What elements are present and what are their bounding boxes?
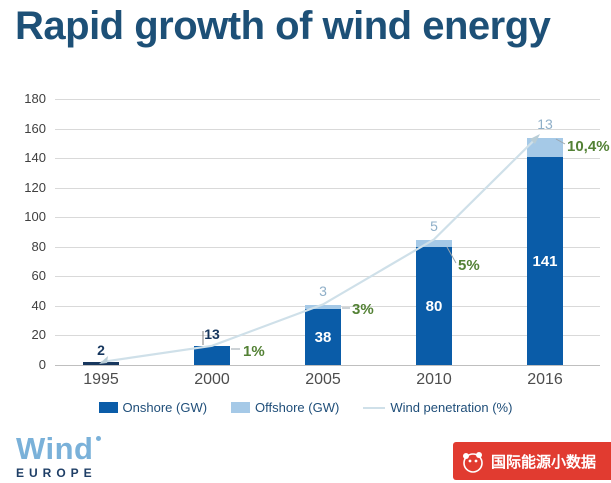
line-swatch-icon bbox=[363, 406, 386, 409]
bar-value-label-above: 13 bbox=[204, 326, 220, 342]
penetration-value-label: 5% bbox=[458, 257, 480, 274]
y-axis-tick-label: 160 bbox=[24, 121, 46, 136]
x-axis-tick-label: 2005 bbox=[305, 371, 341, 388]
x-axis-tick-label: 1995 bbox=[83, 371, 119, 388]
panda-logo-icon bbox=[463, 452, 483, 473]
y-axis-tick-label: 20 bbox=[31, 327, 46, 342]
y-axis-tick-label: 120 bbox=[24, 180, 46, 195]
offshore-swatch-icon bbox=[231, 402, 251, 413]
legend-label: Offshore (GW) bbox=[255, 400, 340, 415]
legend-item-penetration: Wind penetration (%) bbox=[363, 400, 512, 415]
bar-value-label: 80 bbox=[425, 297, 443, 315]
onshore-swatch-icon bbox=[98, 402, 118, 413]
x-axis-tick-label: 2016 bbox=[527, 371, 563, 388]
penetration-value-label: 10,4% bbox=[567, 138, 610, 155]
gridline bbox=[55, 247, 600, 248]
bar-value-label-above: 2 bbox=[97, 342, 105, 358]
y-axis-tick-label: 140 bbox=[24, 150, 46, 165]
bar-segment-onshore bbox=[194, 346, 230, 365]
gridline bbox=[55, 217, 600, 218]
gridline bbox=[55, 276, 600, 277]
bar-value-label: 141 bbox=[532, 252, 558, 270]
offshore-value-label: 3 bbox=[319, 283, 327, 299]
penetration-value-label: 1% bbox=[243, 343, 265, 360]
gridline bbox=[55, 129, 600, 130]
legend-item-onshore: Onshore (GW) bbox=[98, 400, 208, 415]
publisher-badge-text: 国际能源小数据 bbox=[491, 453, 597, 471]
legend-label: Onshore (GW) bbox=[122, 400, 208, 415]
publisher-badge: 国际能源小数据 bbox=[453, 442, 611, 480]
windeurope-logo-main: Wind bbox=[16, 433, 102, 464]
y-axis-tick-label: 180 bbox=[24, 91, 46, 106]
chart-title: Rapid growth of wind energy bbox=[15, 4, 551, 48]
gridline bbox=[55, 99, 600, 100]
x-axis-tick-label: 2000 bbox=[194, 371, 230, 388]
y-axis-tick-label: 0 bbox=[38, 357, 46, 372]
offshore-value-label: 5 bbox=[430, 218, 438, 234]
bar-value-label: 38 bbox=[314, 328, 332, 346]
y-axis-tick-label: 60 bbox=[31, 268, 46, 283]
offshore-value-label: 13 bbox=[537, 116, 553, 132]
bar-segment-offshore bbox=[527, 138, 563, 157]
y-axis-tick-label: 80 bbox=[31, 239, 46, 254]
windeurope-logo: Wind EUROPE bbox=[16, 433, 102, 480]
bar-segment-onshore bbox=[83, 362, 119, 365]
x-axis-tick-label: 2010 bbox=[416, 371, 452, 388]
penetration-value-label: 3% bbox=[352, 301, 374, 318]
y-axis-tick-label: 40 bbox=[31, 298, 46, 313]
legend-label: Wind penetration (%) bbox=[390, 400, 513, 415]
windeurope-logo-sub: EUROPE bbox=[16, 466, 97, 480]
gridline bbox=[55, 158, 600, 159]
x-axis-line bbox=[55, 365, 600, 366]
bar-segment-offshore bbox=[416, 240, 452, 247]
legend: Onshore (GW) Offshore (GW) Wind penetrat… bbox=[0, 400, 611, 415]
y-axis-tick-label: 100 bbox=[24, 209, 46, 224]
gridline bbox=[55, 188, 600, 189]
legend-item-offshore: Offshore (GW) bbox=[231, 400, 339, 415]
logo-dot-icon bbox=[96, 436, 102, 441]
